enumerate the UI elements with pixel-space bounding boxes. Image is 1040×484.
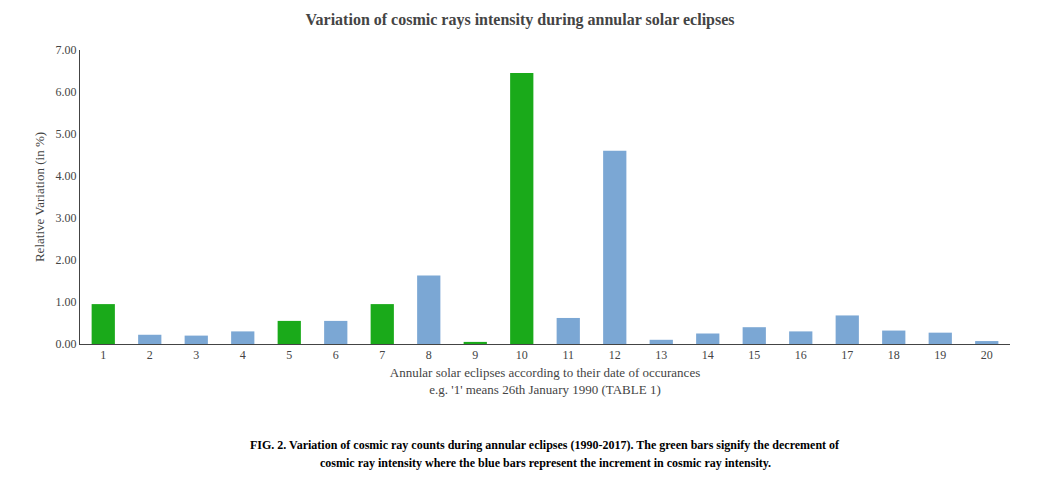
- svg-text:19: 19: [934, 348, 946, 362]
- svg-text:4.00: 4.00: [56, 169, 77, 183]
- svg-text:13: 13: [655, 348, 667, 362]
- svg-text:6: 6: [333, 348, 339, 362]
- svg-text:2.00: 2.00: [56, 253, 77, 267]
- svg-text:1: 1: [100, 348, 106, 362]
- svg-text:9: 9: [472, 348, 478, 362]
- svg-text:14: 14: [702, 348, 714, 362]
- svg-text:4: 4: [240, 348, 246, 362]
- svg-text:7.00: 7.00: [56, 43, 77, 57]
- svg-text:20: 20: [981, 348, 993, 362]
- svg-text:0.00: 0.00: [56, 337, 77, 351]
- svg-text:1.00: 1.00: [56, 295, 77, 309]
- svg-text:5: 5: [286, 348, 292, 362]
- svg-text:16: 16: [795, 348, 807, 362]
- svg-text:5.00: 5.00: [56, 127, 77, 141]
- svg-text:8: 8: [426, 348, 432, 362]
- svg-text:11: 11: [562, 348, 574, 362]
- svg-text:Annular solar eclipses accordi: Annular solar eclipses according to thei…: [390, 365, 700, 397]
- svg-text:cosmic ray intensity where the: cosmic ray intensity where the blue bars…: [320, 456, 771, 470]
- svg-text:3: 3: [193, 348, 199, 362]
- svg-text:2: 2: [147, 348, 153, 362]
- svg-text:Relative Variation (in %): Relative Variation (in %): [32, 132, 47, 262]
- svg-text:18: 18: [888, 348, 900, 362]
- svg-text:FIG. 2. Variation of cosmic ra: FIG. 2. Variation of cosmic ray counts d…: [250, 438, 840, 452]
- svg-text:3.00: 3.00: [56, 211, 77, 225]
- svg-text:12: 12: [609, 348, 621, 362]
- svg-text:7: 7: [379, 348, 385, 362]
- svg-text:Variation of cosmic rays inten: Variation of cosmic rays intensity durin…: [305, 11, 734, 29]
- svg-text:15: 15: [748, 348, 760, 362]
- svg-text:10: 10: [516, 348, 528, 362]
- svg-text:17: 17: [841, 348, 853, 362]
- svg-text:6.00: 6.00: [56, 85, 77, 99]
